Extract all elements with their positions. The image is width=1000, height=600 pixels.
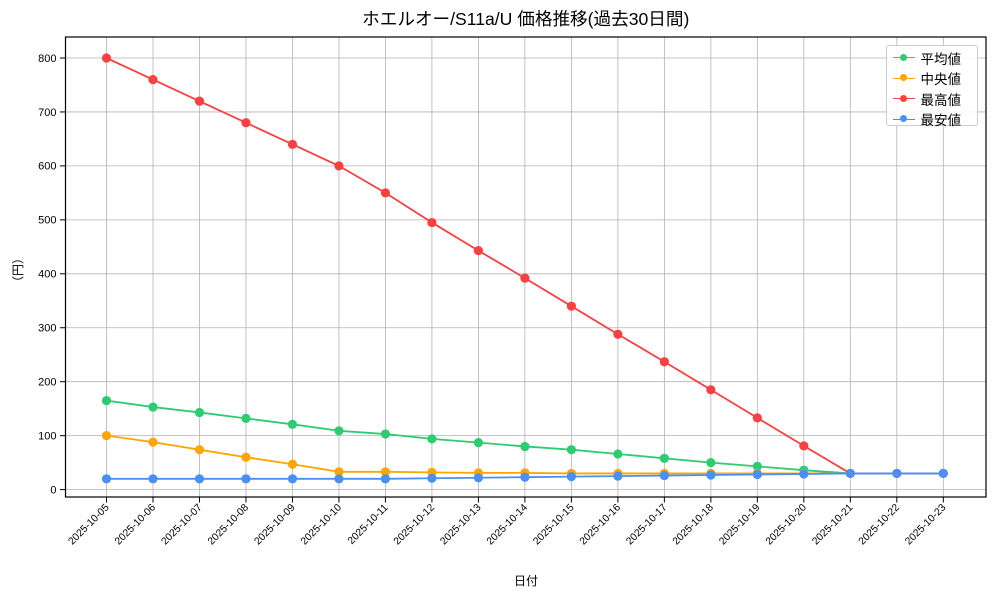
svg-text:2025-10-13: 2025-10-13 [439, 502, 484, 547]
svg-text:2025-10-12: 2025-10-12 [392, 502, 437, 547]
svg-text:400: 400 [38, 269, 56, 281]
svg-text:2025-10-18: 2025-10-18 [671, 502, 716, 547]
svg-text:2025-10-09: 2025-10-09 [253, 502, 298, 547]
svg-text:0: 0 [50, 484, 56, 496]
svg-text:100: 100 [38, 430, 56, 442]
svg-text:300: 300 [38, 323, 56, 335]
svg-text:2025-10-11: 2025-10-11 [346, 502, 391, 547]
svg-text:2025-10-22: 2025-10-22 [857, 502, 902, 547]
svg-text:2025-10-23: 2025-10-23 [903, 502, 948, 547]
svg-text:2025-10-21: 2025-10-21 [810, 502, 855, 547]
svg-text:2025-10-10: 2025-10-10 [299, 502, 344, 547]
svg-text:2025-10-06: 2025-10-06 [113, 502, 158, 547]
svg-text:500: 500 [38, 215, 56, 227]
svg-text:700: 700 [38, 107, 56, 119]
svg-text:200: 200 [38, 377, 56, 389]
svg-text:2025-10-19: 2025-10-19 [717, 502, 762, 547]
svg-text:2025-10-15: 2025-10-15 [531, 502, 576, 547]
svg-text:800: 800 [38, 53, 56, 65]
svg-text:2025-10-05: 2025-10-05 [67, 502, 112, 547]
svg-text:2025-10-07: 2025-10-07 [160, 502, 205, 547]
svg-text:2025-10-17: 2025-10-17 [624, 502, 669, 547]
svg-text:2025-10-16: 2025-10-16 [578, 502, 623, 547]
svg-text:2025-10-20: 2025-10-20 [764, 502, 809, 547]
svg-text:600: 600 [38, 161, 56, 173]
svg-text:2025-10-14: 2025-10-14 [485, 502, 530, 547]
svg-text:2025-10-08: 2025-10-08 [206, 502, 251, 547]
